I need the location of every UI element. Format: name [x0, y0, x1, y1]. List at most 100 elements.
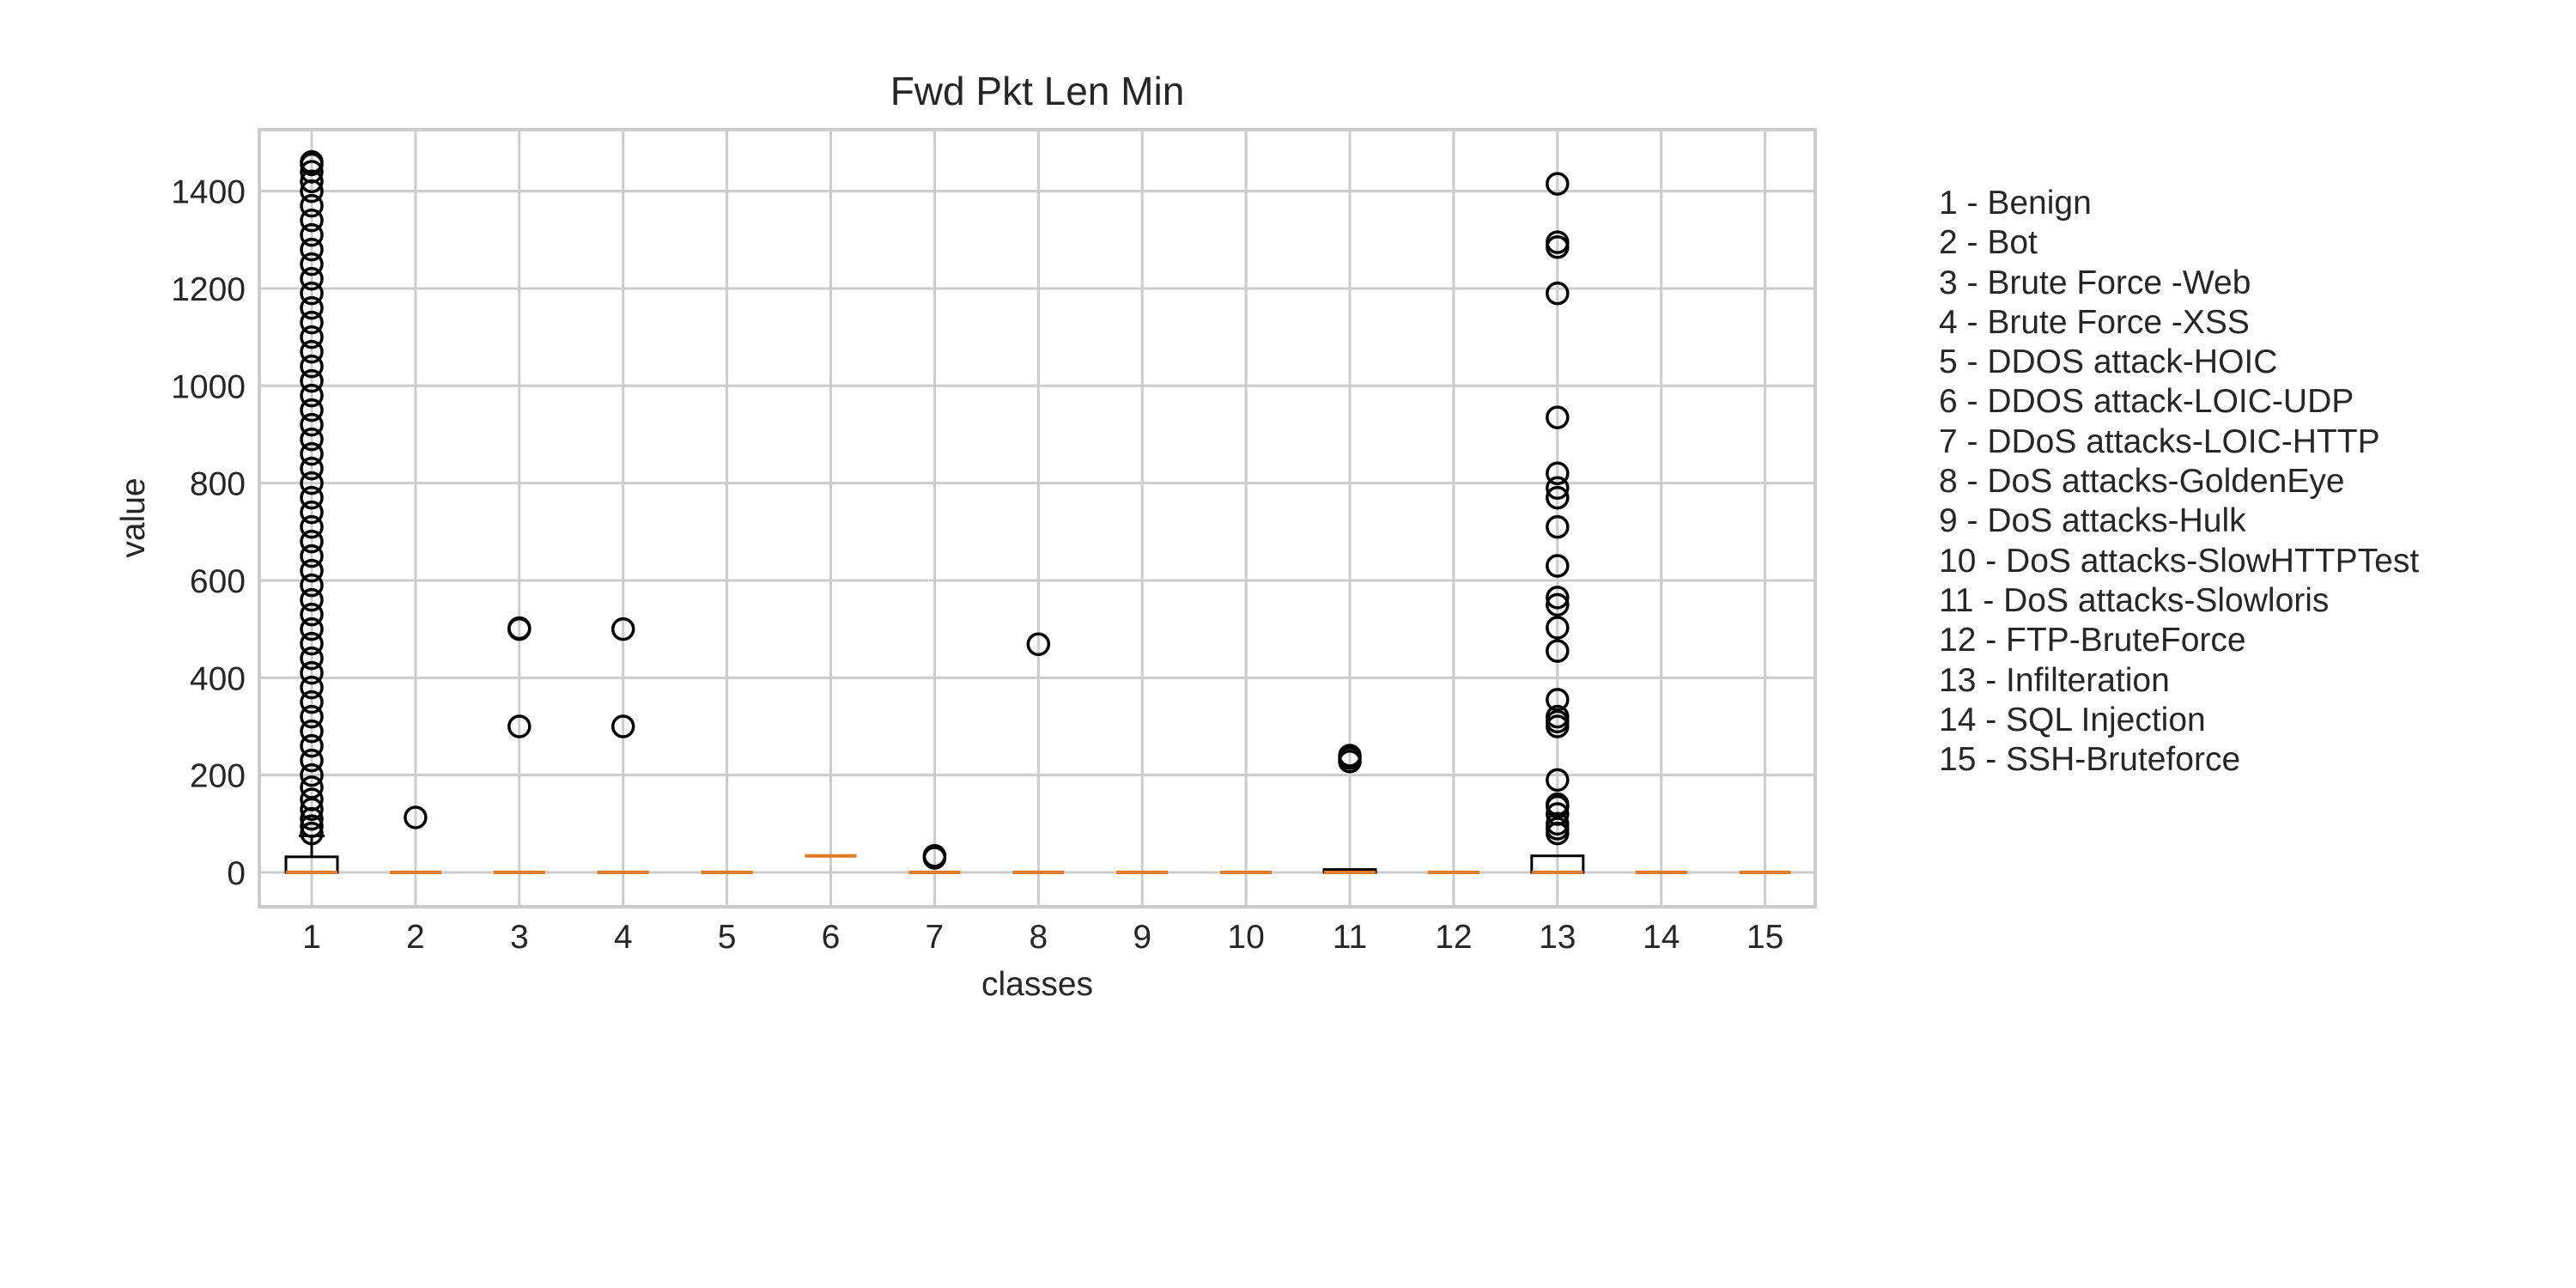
x-tick-label: 6: [822, 919, 841, 956]
outlier-point: [300, 821, 324, 846]
outlier-point: [1546, 586, 1570, 610]
outlier-point: [300, 787, 324, 811]
legend-item: 8 - DoS attacks-GoldenEye: [1939, 463, 2345, 501]
outlier-point: [1546, 461, 1570, 486]
outlier-point: [300, 295, 324, 320]
x-tick-label: 12: [1435, 919, 1472, 956]
outlier-point: [611, 617, 635, 641]
outlier-point: [1338, 744, 1362, 768]
x-axis-label: classes: [981, 966, 1093, 1003]
legend-item: 10 - DoS attacks-SlowHTTPTest: [1939, 542, 2420, 580]
outlier-point: [300, 427, 324, 452]
y-tick-label: 1000: [171, 368, 246, 405]
outlier-point: [300, 748, 324, 773]
box-8: [1012, 632, 1065, 874]
outlier-point: [1546, 639, 1570, 663]
box-1: [284, 149, 339, 874]
outlier-point: [300, 617, 324, 641]
outlier-point: [300, 690, 324, 714]
legend-item: 11 - DoS attacks-Slowloris: [1939, 581, 2330, 619]
legend-item: 5 - DDOS attack-HOIC: [1939, 343, 2278, 381]
outlier-point: [300, 814, 324, 838]
box-marks: [284, 149, 1791, 874]
outlier-point: [300, 573, 324, 598]
y-tick-label: 600: [190, 563, 246, 600]
outlier-point: [1546, 616, 1570, 640]
legend-item: 13 - Infilteration: [1939, 661, 2170, 699]
outlier-point: [507, 616, 532, 641]
plot-frame: [258, 128, 1817, 908]
outlier-point: [300, 587, 324, 612]
outlier-point: [300, 441, 324, 466]
y-tick-label: 800: [190, 466, 246, 503]
outlier-point: [300, 733, 324, 758]
outlier-point: [1546, 172, 1570, 196]
outlier-point: [1546, 688, 1570, 712]
outlier-point: [300, 368, 324, 393]
x-tick-label: 13: [1539, 919, 1576, 956]
outlier-point: [300, 558, 324, 583]
outlier-point: [300, 281, 324, 306]
y-tick-label: 400: [190, 660, 246, 697]
outlier-point: [300, 631, 324, 656]
x-tick-label: 11: [1333, 919, 1368, 956]
outlier-point: [300, 354, 324, 379]
outlier-point: [300, 149, 324, 174]
outlier-point: [300, 675, 324, 700]
outlier-point: [300, 646, 324, 671]
outlier-point: [300, 762, 324, 787]
box-13: [1530, 172, 1585, 874]
x-tick-label: 10: [1227, 919, 1264, 956]
outlier-point: [922, 843, 947, 868]
legend-item: 14 - SQL Injection: [1939, 701, 2206, 738]
x-tick-label: 14: [1643, 919, 1680, 956]
x-tick-label: 3: [510, 919, 529, 956]
outlier-point: [1026, 632, 1051, 656]
box-2: [389, 805, 441, 874]
legend-item: 1 - Benign: [1939, 185, 2092, 222]
x-tick-label: 5: [718, 919, 737, 956]
outlier-point: [300, 310, 324, 335]
legend-item: 2 - Bot: [1939, 224, 2038, 262]
outlier-point: [404, 805, 428, 829]
outlier-point: [300, 775, 324, 799]
outlier-point: [300, 514, 324, 539]
x-tick-label: 7: [926, 919, 945, 956]
legend-item: 4 - Brute Force -XSS: [1939, 303, 2250, 341]
outlier-point: [300, 325, 324, 349]
legend-item: 15 - SSH-Bruteforce: [1939, 741, 2241, 779]
outlier-point: [300, 456, 324, 481]
outlier-point: [1546, 554, 1570, 578]
outlier-point: [300, 485, 324, 510]
outlier-point: [300, 704, 324, 729]
grid-lines: [259, 130, 1815, 907]
outlier-point: [300, 719, 324, 744]
outlier-point: [1546, 768, 1570, 793]
outlier-point: [1546, 592, 1570, 617]
outlier-point: [1546, 405, 1570, 429]
outlier-point: [1546, 485, 1570, 510]
outlier-point: [1546, 281, 1570, 306]
y-tick-label: 1400: [171, 174, 246, 211]
y-tick-label: 0: [227, 855, 246, 892]
box-11: [1322, 744, 1377, 874]
outlier-point: [300, 529, 324, 554]
outlier-point: [300, 602, 324, 627]
outlier-point: [1546, 476, 1570, 501]
outlier-point: [300, 500, 324, 525]
outlier-point: [1546, 704, 1570, 729]
y-tick-label: 200: [190, 758, 246, 795]
outlier-point: [300, 208, 324, 233]
x-tick-label: 1: [302, 919, 321, 956]
outlier-point: [300, 266, 324, 291]
y-axis-label: value: [115, 477, 152, 557]
outlier-point: [300, 252, 324, 276]
outlier-point: [300, 193, 324, 218]
outlier-point: [300, 222, 324, 247]
class-legend: 1 - Benign 2 - Bot 3 - Brute Force -Web 4 -…: [1939, 184, 2419, 780]
outlier-point: [300, 660, 324, 685]
outlier-point: [300, 339, 324, 364]
x-tick-label: 2: [406, 919, 425, 956]
